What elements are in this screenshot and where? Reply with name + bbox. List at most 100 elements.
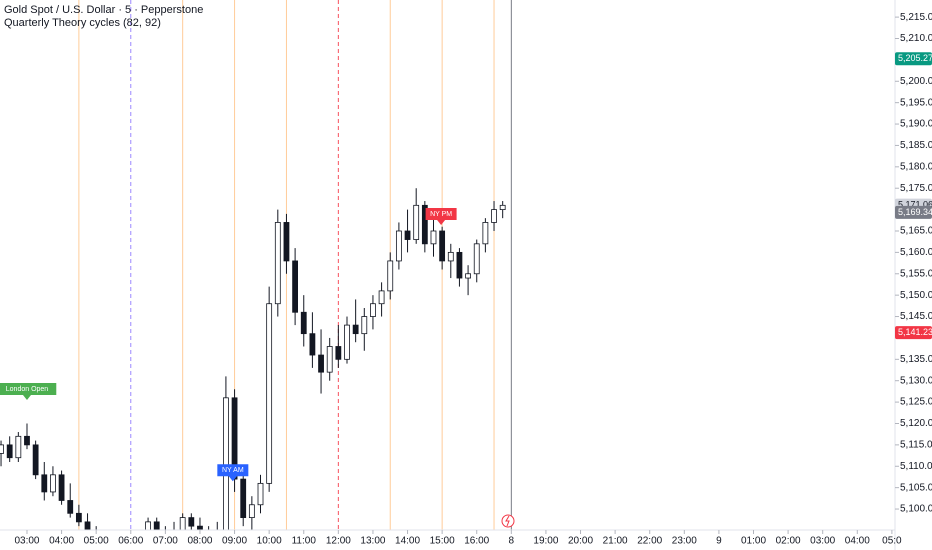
candle-body (352, 324, 359, 335)
candle-body (274, 222, 281, 305)
candle-body (32, 444, 39, 476)
candle-body (153, 521, 160, 530)
candle-body (439, 230, 446, 262)
candle-body (75, 512, 82, 523)
candle-body (84, 521, 91, 530)
y-tick-label: 5,135.00 (900, 354, 932, 365)
chart-title: Gold Spot / U.S. Dollar · 5 · Pepperston… (4, 4, 203, 16)
candle-body (309, 333, 316, 356)
y-tick-label: 5,180.00 (900, 161, 932, 172)
y-tick-label: 5,175.00 (900, 183, 932, 194)
candle-body (283, 222, 290, 262)
candle-body (499, 204, 506, 211)
y-tick-label: 5,115.00 (900, 440, 932, 451)
price-label-box (895, 205, 932, 219)
annotation-box (217, 464, 249, 482)
candle-body (413, 204, 420, 240)
y-tick-label: 5,195.00 (900, 97, 932, 108)
candle-body (24, 435, 30, 446)
x-tick-label: 02:00 (776, 536, 801, 547)
x-tick-label: 01:00 (741, 536, 766, 547)
x-tick-label: 04:00 (49, 536, 74, 547)
candle-body (15, 435, 22, 459)
x-tick-label: 13:00 (360, 536, 385, 547)
candle-body (41, 474, 48, 493)
candle-body (482, 222, 489, 245)
x-tick-label: 21:00 (603, 536, 628, 547)
x-tick-label: 03:00 (810, 536, 835, 547)
price-label: 5,171.06 (898, 199, 932, 209)
candle-body (50, 474, 56, 493)
candle-body (231, 397, 238, 480)
candle-body (465, 273, 471, 279)
candle-body (395, 230, 402, 262)
y-tick-label: 5,100.00 (900, 504, 932, 515)
candle-body (240, 478, 247, 518)
x-tick-label: 04:00 (845, 536, 870, 547)
candle-body (378, 290, 385, 305)
candle-body (6, 444, 13, 459)
y-tick-label: 5,120.00 (900, 418, 932, 429)
annotation: London Open (0, 382, 57, 400)
x-tick-label: 09:00 (222, 536, 247, 547)
y-tick-label: 5,150.00 (900, 290, 932, 301)
x-tick-label: 23:00 (672, 536, 697, 547)
plot-area: London Open NY AM NY PM (0, 0, 512, 530)
annotation-label: London Open (6, 386, 49, 393)
annotation-box (425, 208, 457, 226)
candle-body (318, 354, 324, 373)
y-tick-label: 5,210.00 (900, 33, 932, 44)
candle-body (326, 346, 333, 373)
annotation: NY AM (217, 464, 249, 482)
x-tick-label: 14:00 (395, 536, 420, 547)
y-tick-label: 5,130.00 (900, 375, 932, 386)
candle-body (179, 517, 186, 530)
y-tick-label: 5,125.00 (900, 397, 932, 408)
candle-body (67, 500, 74, 514)
y-tick-label: 5,215.00 (900, 12, 932, 23)
candle-body (361, 316, 368, 335)
y-tick-label: 5,105.00 (900, 482, 932, 493)
y-tick-label: 5,165.00 (900, 226, 932, 237)
x-tick-label: 03:00 (14, 536, 39, 547)
candle-body (248, 504, 255, 518)
x-tick-label: 05:0 (882, 536, 902, 547)
annotation-label: NY PM (430, 211, 452, 218)
candle-body (344, 324, 350, 360)
annotation-box (0, 382, 57, 400)
y-tick-label: 5,110.00 (900, 461, 932, 472)
candle-body (58, 474, 65, 501)
candle-body (473, 243, 480, 275)
price-label: 5,169.34 (898, 207, 932, 217)
candle-body (0, 444, 4, 454)
x-tick-label: 07:00 (153, 536, 178, 547)
x-tick-label: 22:00 (637, 536, 662, 547)
candle-body (197, 525, 203, 530)
candle-body (491, 209, 497, 223)
candle-body (292, 260, 299, 313)
x-tick-label: 12:00 (326, 536, 351, 547)
candle-body (456, 251, 463, 279)
candle-body (447, 251, 454, 262)
candle-body (257, 482, 264, 506)
chart-subtitle: Quarterly Theory cycles (82, 92) (4, 17, 161, 29)
x-tick-label: 16:00 (464, 536, 489, 547)
candle-body (300, 311, 307, 335)
x-tick-label: 08:00 (187, 536, 212, 547)
y-tick-label: 5,155.00 (900, 268, 932, 279)
price-label: 5,141.23 (898, 327, 932, 337)
candle-body (335, 346, 342, 360)
x-tick-label: 05:00 (84, 536, 109, 547)
y-tick-label: 5,145.00 (900, 311, 932, 322)
candle-body (188, 517, 195, 527)
candle-body (370, 303, 376, 317)
x-tick-label: 15:00 (430, 536, 455, 547)
candle-body (430, 230, 437, 245)
alert-icon (501, 514, 515, 528)
x-tick-label: 20:00 (568, 536, 593, 547)
y-tick-label: 5,190.00 (900, 119, 932, 130)
price-label-box (895, 326, 932, 340)
candle-body (145, 521, 151, 530)
candle-body (387, 260, 394, 292)
